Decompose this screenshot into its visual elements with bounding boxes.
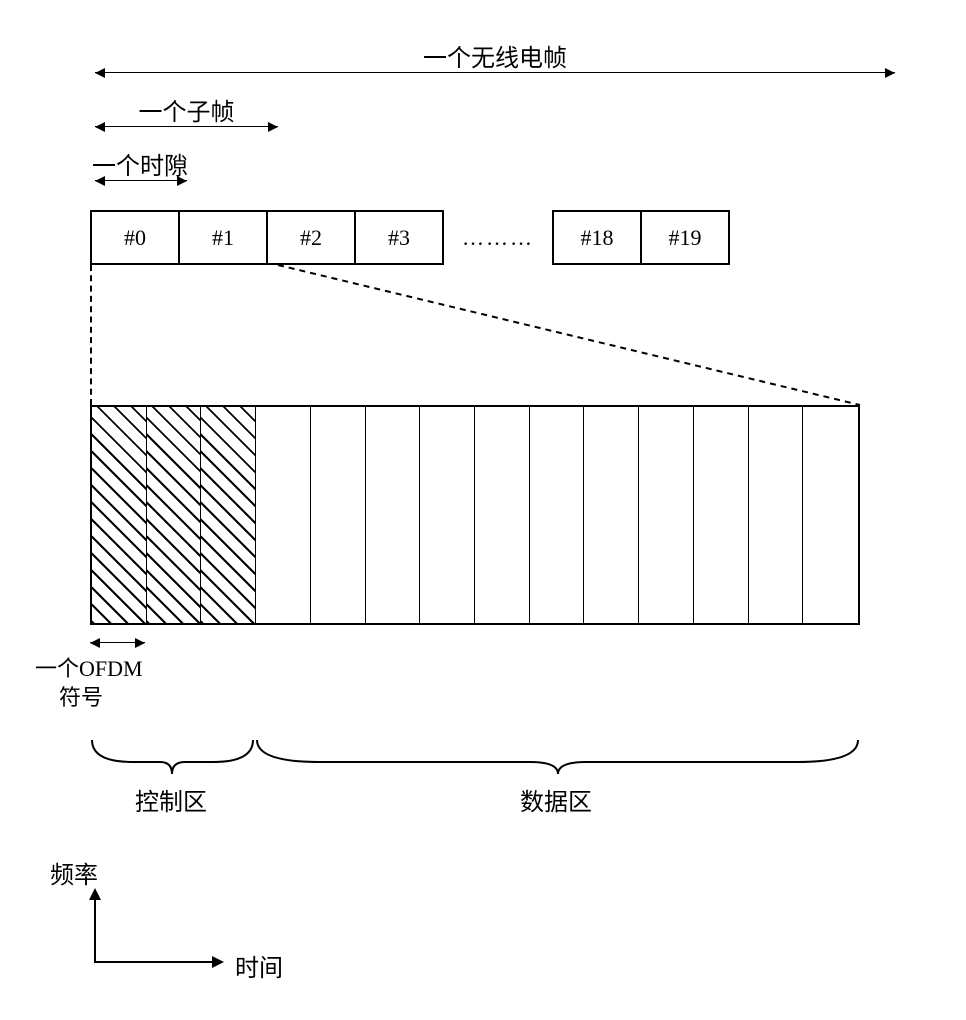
- subframe-expanded: [90, 405, 860, 625]
- time-axis-arrowhead: [212, 956, 224, 968]
- ofdm-symbol: [475, 407, 530, 623]
- subframe-label: 一个子帧: [95, 92, 278, 127]
- control-region-label: 控制区: [135, 782, 207, 817]
- ofdm-symbol: [256, 407, 311, 623]
- radio-frame-diagram: 一个无线电帧 一个子帧 一个时隙 #0 #1 #2 #3 ……… #18 #19: [20, 20, 946, 980]
- slot-2: #2: [266, 210, 356, 265]
- slot-row: #0 #1 #2 #3 ……… #18 #19: [90, 210, 730, 265]
- ofdm-symbol: [749, 407, 804, 623]
- expand-dashed-left: [90, 265, 92, 405]
- slot-3: #3: [354, 210, 444, 265]
- ofdm-symbol: [311, 407, 366, 623]
- slot-1: #1: [178, 210, 268, 265]
- time-axis-label: 时间: [235, 948, 283, 983]
- ofdm-symbol: [639, 407, 694, 623]
- ofdm-symbol: [584, 407, 639, 623]
- radio-frame-label: 一个无线电帧: [95, 38, 895, 73]
- ofdm-symbol: [530, 407, 585, 623]
- ofdm-symbol: [803, 407, 858, 623]
- slot-18: #18: [552, 210, 642, 265]
- ofdm-symbol: [92, 407, 147, 623]
- ofdm-symbol: [201, 407, 256, 623]
- ofdm-symbol: [420, 407, 475, 623]
- radio-frame-arrow: [95, 72, 895, 73]
- ofdm-symbol: [366, 407, 421, 623]
- ofdm-symbol-label: 一个OFDM 符号: [35, 655, 143, 712]
- slot-0: #0: [90, 210, 180, 265]
- slot-19: #19: [640, 210, 730, 265]
- time-axis-line: [94, 961, 214, 963]
- subframe-arrow: [95, 126, 278, 127]
- data-region-label: 数据区: [520, 782, 592, 817]
- slots-ellipsis: ………: [462, 225, 534, 251]
- freq-axis-label: 频率: [50, 855, 98, 890]
- ofdm-symbol: [147, 407, 202, 623]
- ofdm-symbol: [694, 407, 749, 623]
- slot-arrow: [95, 180, 187, 181]
- freq-axis-line: [94, 898, 96, 963]
- ofdm-symbol-arrow: [90, 642, 145, 643]
